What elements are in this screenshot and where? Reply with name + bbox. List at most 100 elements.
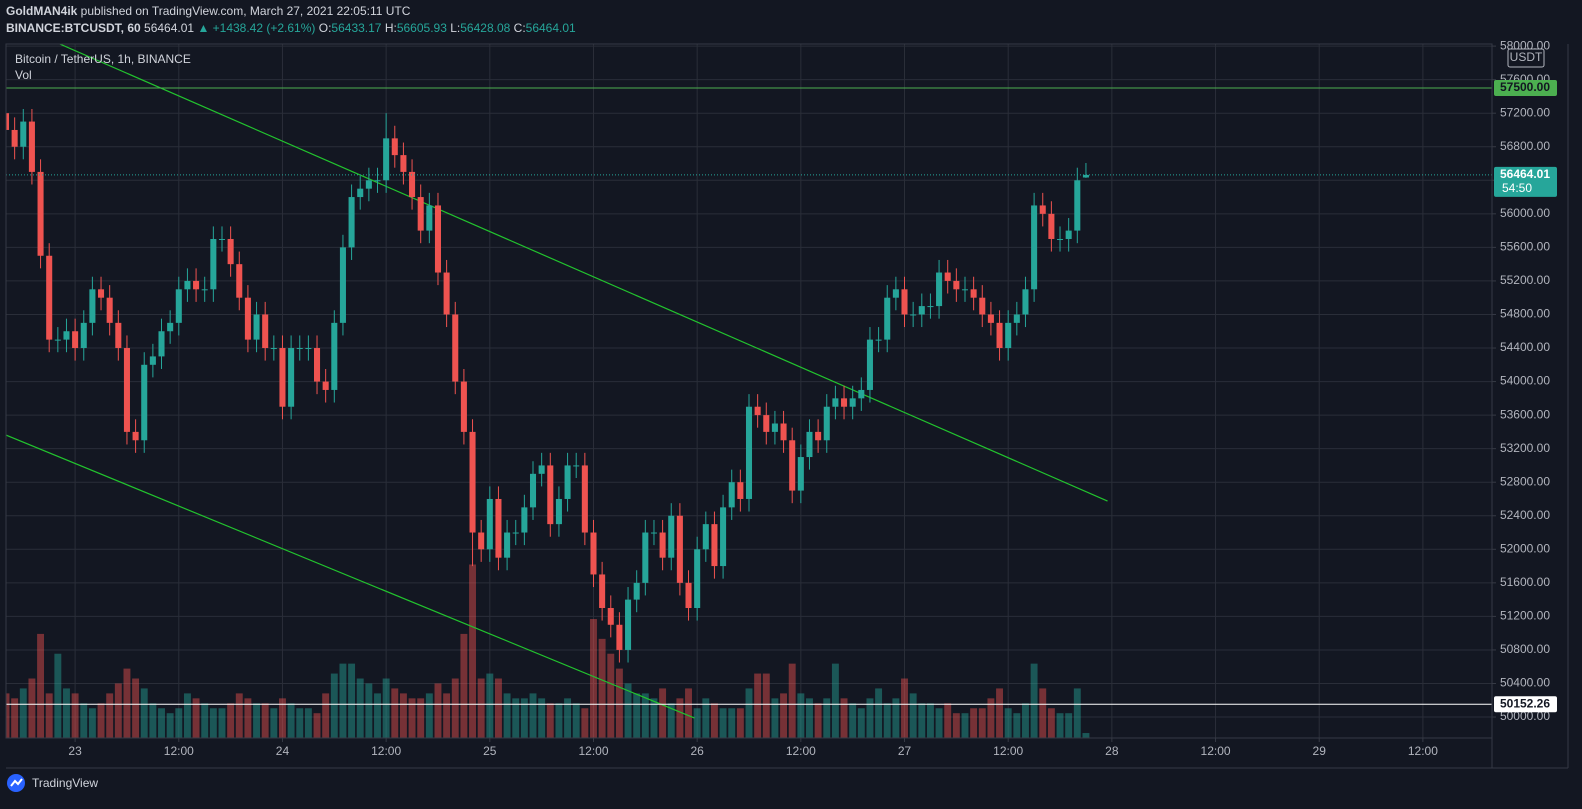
volume-bar [244, 698, 252, 738]
candle-body [797, 457, 804, 491]
volume-bar [978, 708, 986, 738]
volume-bar [279, 698, 286, 738]
candle-body [288, 348, 295, 407]
volume-bar [918, 703, 926, 738]
candle-body [20, 121, 27, 147]
candle-body [123, 348, 130, 432]
y-tick-label: 56000.00 [1500, 206, 1550, 220]
candle-body [6, 113, 10, 130]
candle-body [80, 322, 87, 349]
candle-body [996, 322, 1003, 349]
candle-body [149, 356, 156, 365]
volume-bar [996, 688, 1004, 738]
candle-body [892, 289, 899, 298]
candle-body [529, 473, 537, 508]
volume-bar [1056, 713, 1064, 738]
volume-bar [952, 713, 960, 738]
candle-body [106, 297, 113, 323]
volume-bar [183, 693, 191, 738]
candle-body [434, 205, 442, 273]
candle-body [72, 331, 79, 349]
volume-bar [667, 703, 675, 738]
volume-bar [54, 653, 62, 738]
y-tick-label: 57200.00 [1500, 105, 1550, 119]
volume-bar [408, 698, 416, 738]
volume-bar [270, 708, 278, 738]
candle-body [676, 515, 683, 583]
volume-bar [624, 683, 632, 738]
volume-bar [909, 693, 917, 738]
volume-bar [313, 713, 321, 738]
volume-bar [469, 564, 476, 738]
candle-body [400, 155, 407, 172]
x-tick-label: 28 [1105, 744, 1119, 758]
candle-body [391, 138, 398, 156]
volume-bar [80, 703, 88, 738]
volume-bar [88, 708, 96, 738]
candle-body [1005, 322, 1012, 349]
brand-logo-mark [10, 778, 23, 787]
volume-bar [106, 693, 114, 738]
candle-body [858, 389, 865, 399]
volume-bar [944, 703, 952, 738]
volume-bar [443, 693, 451, 738]
candle-body [409, 171, 416, 198]
candle-body [175, 289, 182, 323]
volume-bar [892, 698, 900, 738]
volume-bar [1030, 663, 1038, 738]
candle-body [115, 322, 122, 349]
l-value: 56428.08 [460, 21, 510, 35]
price-label: 57500.00 [1500, 80, 1550, 94]
candle-body [936, 272, 943, 307]
candle-body [720, 507, 727, 567]
candle-body [1074, 180, 1081, 231]
candle-body [590, 532, 597, 575]
volume-bar [883, 703, 891, 738]
candle-body [901, 289, 908, 315]
currency-box [1507, 48, 1545, 68]
volume-bar [633, 693, 641, 738]
volume-bar [875, 688, 883, 738]
volume-bar [771, 698, 779, 738]
last-price-label: 56464.01 [1500, 167, 1550, 181]
volume-bar [503, 693, 511, 738]
brand-name: TradingView [32, 776, 98, 790]
candle-body [201, 289, 208, 291]
candle-body [970, 289, 977, 298]
volume-bar [382, 678, 390, 738]
volume-bar [1047, 708, 1055, 738]
volume-bar [970, 708, 978, 738]
candle-body [486, 498, 493, 550]
candle-body [668, 515, 675, 558]
volume-bar [339, 663, 347, 738]
candle-body [599, 574, 606, 609]
volume-bar [1004, 708, 1012, 738]
y-tick-label: 55200.00 [1500, 273, 1550, 287]
legend-volume: Vol [15, 68, 32, 82]
volume-bar [63, 688, 70, 738]
candle-body [823, 406, 830, 441]
l-label: L: [450, 21, 460, 35]
y-tick-label: 52800.00 [1500, 474, 1550, 488]
candle-body [296, 348, 303, 350]
candle-body [581, 465, 588, 533]
volume-bar [581, 708, 589, 738]
candle-body [11, 129, 18, 147]
candle-body [1022, 289, 1029, 315]
candle-body [728, 482, 735, 508]
candle-body [98, 289, 105, 298]
volume-bar [710, 703, 718, 738]
volume-bar [391, 688, 399, 738]
candle-body [279, 348, 286, 407]
y-tick-label: 54000.00 [1500, 374, 1550, 388]
volume-bar [1065, 713, 1073, 738]
volume-bar [529, 693, 537, 738]
candle-body [832, 398, 839, 407]
volume-bar [546, 703, 554, 738]
volume-bar [218, 708, 226, 738]
candle-body [875, 339, 882, 341]
o-label: O: [319, 21, 332, 35]
candle-body [244, 297, 251, 340]
